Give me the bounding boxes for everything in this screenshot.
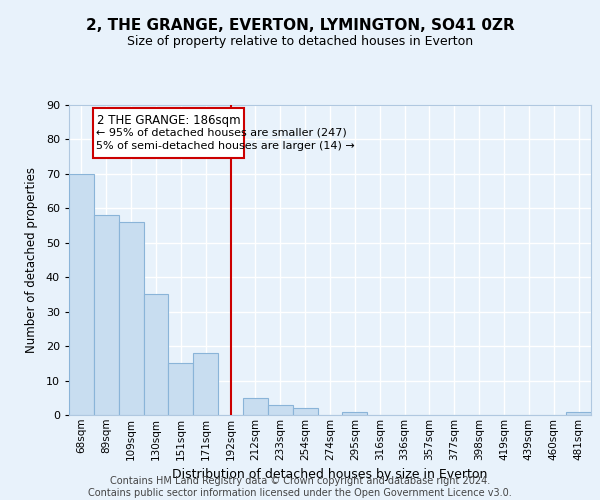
- Bar: [243, 398, 268, 415]
- Text: Contains HM Land Registry data © Crown copyright and database right 2024.
Contai: Contains HM Land Registry data © Crown c…: [88, 476, 512, 498]
- Bar: [293, 408, 317, 415]
- Bar: [566, 412, 591, 415]
- FancyBboxPatch shape: [92, 108, 244, 158]
- Bar: [268, 404, 293, 415]
- Text: 5% of semi-detached houses are larger (14) →: 5% of semi-detached houses are larger (1…: [97, 141, 355, 151]
- Bar: [69, 174, 94, 415]
- Text: 2 THE GRANGE: 186sqm: 2 THE GRANGE: 186sqm: [97, 114, 240, 126]
- Bar: [94, 215, 119, 415]
- Bar: [143, 294, 169, 415]
- Text: ← 95% of detached houses are smaller (247): ← 95% of detached houses are smaller (24…: [97, 128, 347, 138]
- Bar: [169, 364, 193, 415]
- Bar: [343, 412, 367, 415]
- Y-axis label: Number of detached properties: Number of detached properties: [25, 167, 38, 353]
- Text: 2, THE GRANGE, EVERTON, LYMINGTON, SO41 0ZR: 2, THE GRANGE, EVERTON, LYMINGTON, SO41 …: [86, 18, 514, 32]
- X-axis label: Distribution of detached houses by size in Everton: Distribution of detached houses by size …: [172, 468, 488, 481]
- Text: Size of property relative to detached houses in Everton: Size of property relative to detached ho…: [127, 35, 473, 48]
- Bar: [193, 353, 218, 415]
- Bar: [119, 222, 143, 415]
